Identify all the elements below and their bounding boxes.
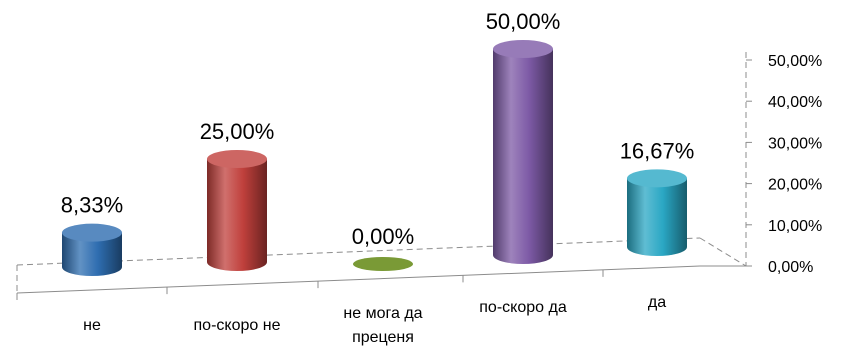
bar-4 — [493, 40, 553, 264]
category-label: не — [83, 317, 101, 334]
y-tick-label: 40,00% — [768, 94, 822, 111]
y-tick-label: 10,00% — [768, 218, 822, 235]
y-tick-label: 20,00% — [768, 177, 822, 194]
bar-top — [207, 150, 267, 168]
bar-3 — [353, 257, 413, 271]
floor-front-edge — [16, 265, 701, 294]
data-label: 0,00% — [352, 224, 414, 249]
bar-1 — [62, 223, 122, 276]
bar-5 — [627, 169, 687, 256]
data-label: 25,00% — [200, 119, 275, 144]
bar-top — [353, 257, 413, 271]
bar-top — [493, 40, 553, 58]
category-label: да — [648, 294, 666, 311]
category-label: по-скоро не — [194, 317, 281, 334]
category-label: не мога да преценя — [343, 305, 422, 346]
data-labels: 8,33% 25,00% 0,00% 50,00% 16,67% — [61, 9, 695, 249]
data-label: 50,00% — [486, 9, 561, 34]
bar-body — [627, 178, 687, 256]
bar-top — [627, 169, 687, 188]
y-tick-label: 0,00% — [768, 259, 813, 276]
data-label: 16,67% — [620, 138, 695, 163]
y-tick-label: 50,00% — [768, 53, 822, 70]
bar-top — [62, 223, 122, 242]
bar-2 — [207, 150, 267, 271]
bar-body — [493, 49, 553, 264]
y-axis-ticks: 0,00% 10,00% 20,00% 30,00% 40,00% 50,00% — [746, 53, 822, 276]
bar-body — [207, 159, 267, 271]
data-label: 8,33% — [61, 193, 123, 218]
floor-right-edge — [699, 237, 747, 267]
chart-frame — [16, 52, 747, 300]
y-tick-label: 30,00% — [768, 135, 822, 152]
bar-body — [62, 232, 122, 276]
category-labels: не по-скоро не не мога да преценя по-скоро д… — [83, 294, 666, 346]
floor-back-edge — [16, 237, 701, 266]
category-label: по-скоро да — [479, 299, 567, 316]
bars — [62, 40, 687, 276]
